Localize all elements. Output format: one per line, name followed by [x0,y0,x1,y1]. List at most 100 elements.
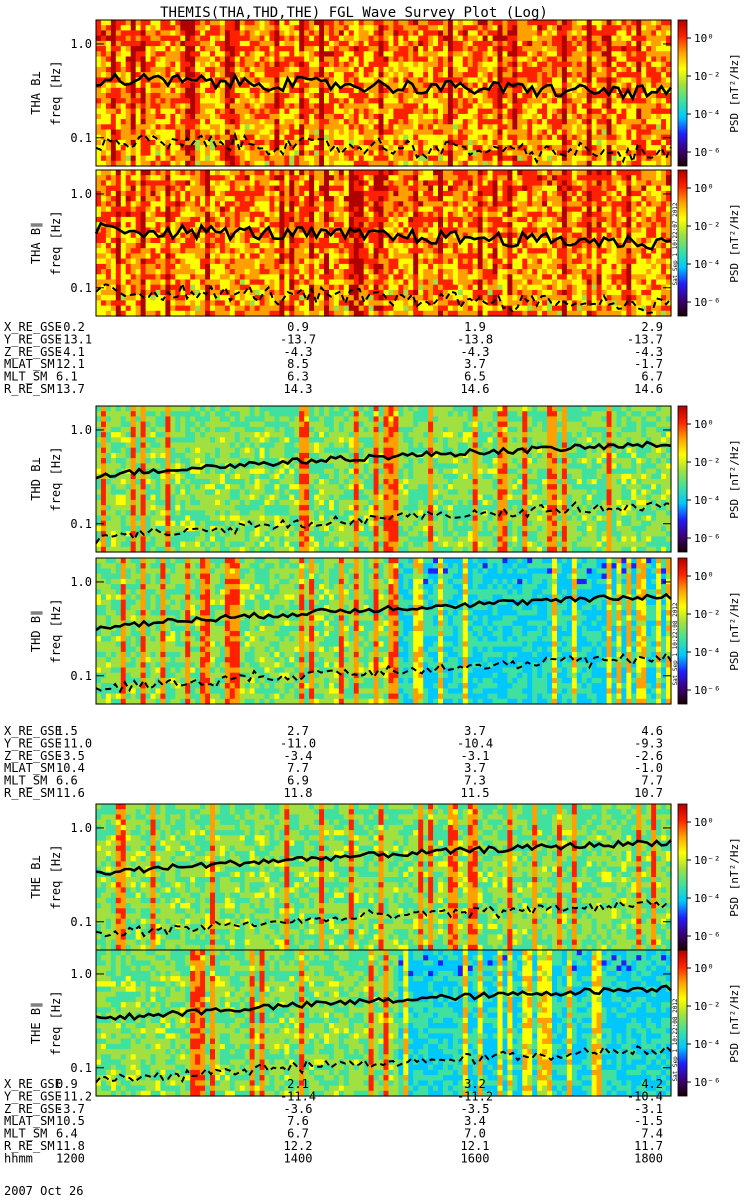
ephemeris-value: 12.2 [284,1139,313,1153]
ephemeris-value: -3.1 [461,749,490,763]
ephemeris-value: 1.5 [56,724,78,738]
y-tick-label: 1.0 [70,967,92,981]
ephemeris-value: -13.8 [457,332,493,346]
ephemeris-label: MLT_SM [4,774,47,788]
panel-ylabel: THA B∥ [29,222,43,264]
ephemeris-value: 14.6 [634,382,663,396]
colorbar-tick-label: 10⁻² [694,456,721,469]
colorbar-label: PSD [nT²/Hz] [728,53,741,132]
ephemeris-value: -0.2 [56,320,85,334]
panel-units: freq [Hz] [49,446,63,511]
y-tick-label: 0.1 [70,669,92,683]
panel-units: freq [Hz] [49,598,63,663]
ephemeris-value: -11.4 [280,1089,316,1103]
ephemeris-value: 13.7 [56,382,85,396]
ephemeris-value: -11.0 [280,736,316,750]
ephemeris-value: -2.6 [634,749,663,763]
ephemeris-value: -4.1 [56,345,85,359]
ephemeris-value: 1200 [56,1151,85,1165]
ephemeris-value: -3.4 [284,749,313,763]
panel-frame [95,19,672,167]
ephemeris-value: 10.5 [56,1114,85,1128]
y-tick-label: 1.0 [70,575,92,589]
ephemeris-value: -4.3 [634,345,663,359]
ephemeris-value: -13.1 [56,332,92,346]
ephemeris-value: 6.6 [56,774,78,788]
panel-units: freq [Hz] [49,844,63,909]
ephemeris-value: 6.4 [56,1127,78,1141]
colorbar-tick-label: 10⁰ [694,418,714,431]
ephemeris-value: -13.7 [627,332,663,346]
ephemeris-value: 4.6 [641,724,663,738]
y-tick-label: 1.0 [70,821,92,835]
ephemeris-value: 1400 [284,1151,313,1165]
y-tick-label: 0.1 [70,281,92,295]
y-tick-label: 0.1 [70,131,92,145]
ephemeris-label: Z_RE_GSE [4,345,62,359]
ephemeris-value: -1.0 [634,761,663,775]
ephemeris-value: -4.3 [284,345,313,359]
timestamp-stamp: Sat Sep 1 10:22:08 2012 [672,998,679,1081]
ephemeris-label: Z_RE_GSE [4,749,62,763]
colorbar-tick-label: 10⁻⁶ [694,1076,721,1089]
ephemeris-value: 10.4 [56,761,85,775]
colorbar-tick-label: 10⁰ [694,962,714,975]
ephemeris-value: 3.4 [464,1114,486,1128]
ephemeris-value: -11.2 [457,1089,493,1103]
panel-units: freq [Hz] [49,990,63,1055]
ephemeris-value: -11.2 [56,1089,92,1103]
colorbar [677,803,688,951]
spectrogram-thd-par [95,558,672,705]
colorbar-tick-label: 10⁻⁶ [694,930,721,943]
ephemeris-value: 14.3 [284,382,313,396]
spectrogram-the-par [95,950,672,1097]
gyrofrequency-fraction-line [95,280,672,315]
gyrofrequency-fraction-line [95,651,672,694]
ephemeris-label: MLAT_SM [4,761,55,775]
colorbar-tick-label: 10⁻⁶ [694,296,721,309]
colorbar [677,169,688,317]
ephemeris-value: 6.5 [464,370,486,384]
ephemeris-value: 6.7 [287,1127,309,1141]
ephemeris-value: 11.8 [56,1139,85,1153]
panel-units: freq [Hz] [49,210,63,275]
timestamp-stamp: Sat Sep 1 10:22:07 2012 [672,202,679,285]
ephemeris-value: 7.3 [464,774,486,788]
gyrofrequency-line [95,72,673,102]
ephemeris-value: 4.2 [641,1077,663,1091]
spectrogram-thd-perp [95,406,672,553]
colorbar [677,949,688,1097]
ephemeris-value: 2.9 [641,320,663,334]
ephemeris-value: -1.7 [634,357,663,371]
colorbar-tick-label: 10⁻⁶ [694,684,721,697]
panel-frame [95,169,672,317]
colorbar-tick-label: 10⁻⁴ [694,646,721,659]
ephemeris-value: -3.7 [56,1102,85,1116]
colorbar-tick-label: 10⁻² [694,608,721,621]
colorbar-tick-label: 10⁻² [694,220,721,233]
ephemeris-value: 3.7 [464,761,486,775]
panel-frame [95,405,672,553]
y-tick-label: 0.1 [70,1061,92,1075]
ephemeris-value: 6.3 [287,370,309,384]
ephemeris-label: Y_RE_GSE [4,1089,62,1103]
ephemeris-value: 11.7 [634,1139,663,1153]
figure-title: THEMIS(THA,THD,THE) FGL Wave Survey Plot… [160,5,548,21]
panel-ylabel: THA B⊥ [29,71,43,114]
ephemeris-value: 6.1 [56,370,78,384]
ephemeris-value: 7.6 [287,1114,309,1128]
colorbar-tick-label: 10⁻⁴ [694,1038,721,1051]
gyrofrequency-fraction-line [95,899,672,938]
panel-ylabel: THD B⊥ [29,457,43,500]
date-label: 2007 Oct 26 [4,1184,83,1198]
colorbar-tick-label: 10⁰ [694,816,714,829]
ephemeris-value: 7.7 [287,761,309,775]
colorbar-tick-label: 10⁻² [694,70,721,83]
ephemeris-label: Y_RE_GSE [4,736,62,750]
ephemeris-label: X_RE_GSE [4,320,62,334]
ephemeris-value: 3.7 [464,357,486,371]
ephemeris-value: 12.1 [56,357,85,371]
y-tick-label: 1.0 [70,423,92,437]
colorbar [677,405,688,553]
